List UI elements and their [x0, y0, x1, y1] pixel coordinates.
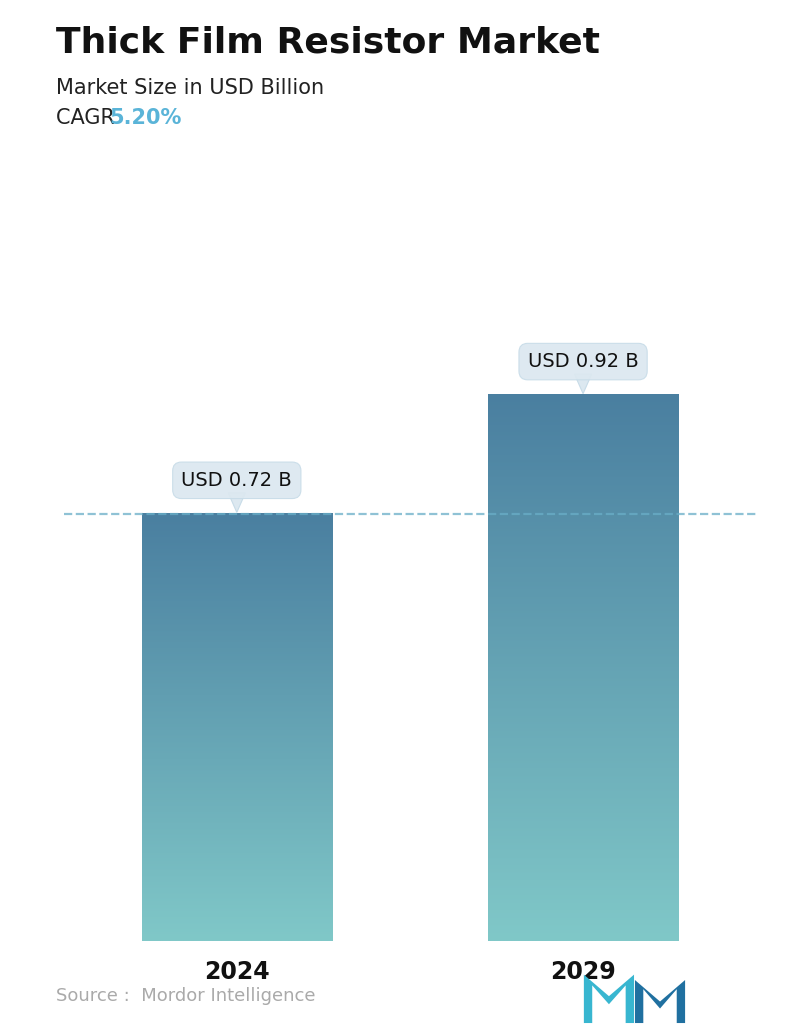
Text: USD 0.92 B: USD 0.92 B [528, 353, 638, 371]
Text: Market Size in USD Billion: Market Size in USD Billion [56, 78, 324, 97]
Text: USD 0.72 B: USD 0.72 B [181, 470, 292, 490]
Text: Source :  Mordor Intelligence: Source : Mordor Intelligence [56, 987, 315, 1005]
Polygon shape [635, 980, 685, 1023]
Polygon shape [584, 975, 634, 1023]
Text: 5.20%: 5.20% [110, 108, 182, 127]
Polygon shape [575, 374, 591, 394]
Polygon shape [228, 493, 245, 513]
Text: CAGR: CAGR [56, 108, 121, 127]
Text: Thick Film Resistor Market: Thick Film Resistor Market [56, 26, 599, 60]
